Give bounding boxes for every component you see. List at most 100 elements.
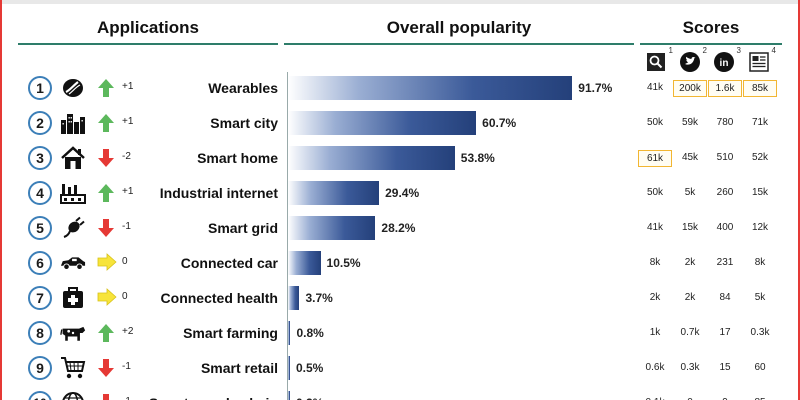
rank-badge: 9: [28, 356, 52, 380]
score-cell-twitter: 2k: [684, 257, 696, 268]
score-cell-linkedin: 15: [719, 362, 731, 373]
table-row: 9 -1 Smart retail 0.5% 0.6k 0.3k 15 60: [0, 350, 800, 384]
popularity-value-label: 0.5%: [296, 361, 324, 375]
news-icon: 4: [749, 46, 776, 72]
score-cell-twitter: 2k: [684, 292, 696, 303]
popularity-bar: [288, 181, 380, 205]
score-cell-twitter: 59k: [681, 117, 699, 128]
score-cell-linkedin: 17: [719, 327, 731, 338]
popularity-value-label: 0.8%: [296, 326, 324, 340]
rank-change: -1: [122, 396, 131, 400]
frame-border-left: [0, 0, 2, 400]
bar-axis: [287, 72, 288, 400]
trend-down-arrow-icon: [97, 393, 115, 400]
popularity-bar: [288, 356, 290, 380]
popularity-bar: [288, 391, 290, 400]
popularity-bar: [288, 146, 455, 170]
rank-badge: 2: [28, 111, 52, 135]
score-cell-search: 50k: [646, 187, 664, 198]
rank-change: +1: [122, 116, 134, 127]
score-cell-linkedin: 9: [708, 395, 742, 400]
score-cell-search: 0.1k: [638, 395, 672, 400]
trend-up-arrow-icon: [97, 323, 115, 343]
table-row: 8 +2 Smart farming 0.8% 1k 0.7k 17 0.3k: [0, 315, 800, 349]
home-icon: [60, 145, 86, 171]
popularity-bar: [288, 76, 573, 100]
application-name: Smart city: [210, 115, 278, 131]
score-cell-news: 15k: [751, 187, 769, 198]
rank-badge: 7: [28, 286, 52, 310]
score-cell-news: 71k: [751, 117, 769, 128]
globe-icon: [60, 390, 86, 400]
rank-badge: 5: [28, 216, 52, 240]
trend-right-arrow-icon: [97, 288, 117, 308]
popularity-value-label: 91.7%: [578, 81, 613, 95]
application-name: Smart farming: [183, 325, 278, 341]
cow-icon: [60, 320, 86, 346]
score-cell-search: 41k: [646, 82, 664, 93]
score-cell-news: 85: [743, 395, 777, 400]
rank-change: +1: [122, 186, 134, 197]
popularity-bar: [288, 111, 477, 135]
application-name: Connected car: [180, 255, 278, 271]
table-row: 6 0 Connected car 10.5% 8k 2k 231 8k: [0, 245, 800, 279]
cart-icon: [60, 355, 86, 381]
popularity-bar: [288, 286, 300, 310]
score-cell-news: 8k: [754, 257, 766, 268]
plug-icon: [60, 215, 86, 241]
score-cell-linkedin: 780: [716, 117, 734, 128]
popularity-header: Overall popularity: [386, 18, 532, 37]
applications-header: Applications: [96, 18, 199, 37]
score-cell-twitter: 0: [673, 395, 707, 400]
score-cell-twitter: 200k: [673, 80, 707, 97]
popularity-value-label: 10.5%: [326, 256, 361, 270]
application-name: Smart retail: [200, 360, 278, 376]
popularity-value-label: 53.8%: [460, 151, 495, 165]
rank-change: 0: [122, 291, 128, 302]
score-cell-twitter: 0.3k: [680, 362, 700, 373]
popularity-bar: [288, 251, 321, 275]
medkit-icon: [60, 285, 86, 311]
popularity-value-label: 60.7%: [482, 116, 517, 130]
score-cell-linkedin: 400: [716, 222, 734, 233]
table-row: 3 -2 Smart home 53.8% 61k 45k 510 52k: [0, 140, 800, 174]
score-cell-linkedin: 260: [716, 187, 734, 198]
rank-change: -1: [122, 361, 131, 372]
score-cell-search: 61k: [638, 150, 672, 167]
rank-badge: 1: [28, 76, 52, 100]
twitter-icon: 2: [680, 46, 707, 72]
score-cell-search: 8k: [649, 257, 661, 268]
trend-up-arrow-icon: [97, 78, 115, 98]
score-cell-twitter: 5k: [684, 187, 696, 198]
application-name: Smart home: [197, 150, 278, 166]
top-strip: [0, 0, 800, 4]
score-cell-news: 52k: [751, 152, 769, 163]
score-cell-twitter: 45k: [681, 152, 699, 163]
rank-change: -1: [122, 221, 131, 232]
scores-header-rule: [640, 43, 782, 45]
rank-badge: 6: [28, 251, 52, 275]
score-cell-news: 60: [754, 362, 766, 373]
linkedin-icon: in 3: [714, 46, 741, 72]
rank-badge: 10: [28, 391, 52, 400]
score-cell-twitter: 15k: [681, 222, 699, 233]
trend-up-arrow-icon: [97, 113, 115, 133]
rank-badge: 8: [28, 321, 52, 345]
svg-text:in: in: [720, 58, 729, 69]
popularity-bar: [288, 216, 376, 240]
table-row: 10 -1 Smart supply chain 0.2% 0.1k0985: [0, 385, 800, 400]
trend-down-arrow-icon: [97, 218, 115, 238]
scores-header: Scores: [682, 18, 740, 37]
score-cell-news: 85k: [743, 80, 777, 97]
application-name: Wearables: [208, 80, 278, 96]
popularity-value-label: 3.7%: [305, 291, 333, 305]
score-cell-linkedin: 231: [716, 257, 734, 268]
popularity-value-label: 29.4%: [385, 186, 420, 200]
trend-right-arrow-icon: [97, 253, 117, 273]
city-icon: [60, 110, 86, 136]
score-cell-search: 41k: [646, 222, 664, 233]
application-name: Smart grid: [207, 220, 278, 236]
application-name: Smart supply chain: [149, 395, 278, 400]
rank-change: +2: [122, 326, 134, 337]
score-cell-linkedin: 84: [719, 292, 731, 303]
